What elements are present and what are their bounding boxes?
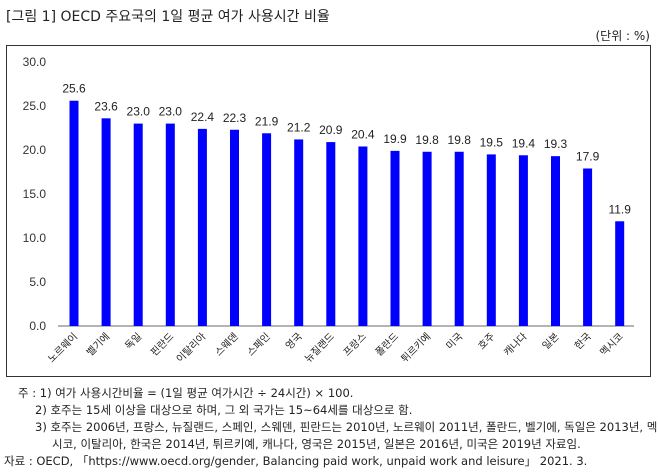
category-label: 캐나다 <box>502 331 530 359</box>
value-label: 19.8 <box>448 133 472 147</box>
category-label: 스웨덴 <box>213 331 241 359</box>
category-label: 일본 <box>540 331 562 353</box>
note-3: 3) 호주는 2006년, 프랑스, 뉴질랜드, 스페인, 스웨덴, 핀란드는 … <box>35 420 658 434</box>
bar <box>518 155 528 326</box>
value-label: 25.6 <box>62 82 86 96</box>
source: 자료 : OECD, 「https://www.oecd.org/gender,… <box>4 454 588 468</box>
value-label: 19.5 <box>480 135 504 149</box>
value-label: 22.4 <box>191 110 215 124</box>
y-tick-label: 25.0 <box>23 99 47 113</box>
bar <box>422 151 432 326</box>
notes: 주 : 1) 여가 사용시간비율 = (1일 평균 여가시간 ÷ 24시간) ×… <box>4 385 657 470</box>
bar <box>69 100 79 326</box>
y-tick-label: 20.0 <box>23 143 47 157</box>
category-label: 호주 <box>476 331 498 353</box>
value-label: 19.3 <box>544 137 568 151</box>
note-2: 2) 호주는 15세 이상을 대상으로 하며, 그 외 국가는 15~64세를 … <box>35 403 413 417</box>
value-label: 20.9 <box>319 123 343 137</box>
category-label: 폴란드 <box>373 331 401 359</box>
bars <box>69 100 625 326</box>
category-label: 영국 <box>283 331 305 353</box>
value-label: 19.8 <box>415 133 439 147</box>
category-label: 미국 <box>444 331 466 353</box>
value-label: 21.9 <box>255 114 279 128</box>
category-label: 벨기에 <box>84 331 112 359</box>
value-label: 20.4 <box>351 127 375 141</box>
bar <box>551 156 560 326</box>
bar <box>454 151 464 326</box>
category-label: 독일 <box>123 331 145 353</box>
unit-label: (단위 : %) <box>595 29 650 43</box>
category-label: 프랑스 <box>341 331 369 359</box>
bar <box>326 142 336 326</box>
y-tick-label: 5.0 <box>29 275 46 289</box>
bar <box>133 123 143 326</box>
value-label: 23.6 <box>94 99 118 113</box>
bar <box>262 133 272 326</box>
category-label: 이탈리아 <box>173 330 208 365</box>
bar <box>486 154 496 326</box>
y-axis: 0.0 5.0 10.0 15.0 20.0 25.0 30.0 <box>23 55 47 333</box>
value-label: 17.9 <box>576 149 600 163</box>
value-label: 22.3 <box>223 111 247 125</box>
y-tick-label: 15.0 <box>23 187 47 201</box>
bar <box>165 123 175 326</box>
bar <box>390 150 400 326</box>
category-label: 뉴질랜드 <box>302 331 337 366</box>
value-label: 23.0 <box>159 105 183 119</box>
value-label: 19.4 <box>512 136 536 150</box>
chart-frame <box>6 45 651 377</box>
bar <box>197 128 207 326</box>
value-label: 21.2 <box>287 120 311 134</box>
note-3-continued: 시코, 이탈리아, 한국은 2014년, 튀르키예, 캐나다, 영국은 2015… <box>52 437 581 451</box>
category-label: 한국 <box>572 331 594 353</box>
category-label: 스페인 <box>245 331 273 359</box>
bar <box>294 139 304 326</box>
y-tick-label: 0.0 <box>29 319 46 333</box>
figure-title: [그림 1] OECD 주요국의 1일 평균 여가 사용시간 비율 <box>6 9 330 25</box>
bar <box>101 118 111 326</box>
value-label: 11.9 <box>608 202 631 216</box>
note-1: 주 : 1) 여가 사용시간비율 = (1일 평균 여가시간 ÷ 24시간) ×… <box>18 386 354 400</box>
category-label: 노르웨이 <box>46 331 81 366</box>
bar <box>615 221 625 326</box>
category-label: 핀란드 <box>148 331 176 359</box>
bar <box>230 129 239 326</box>
value-label: 23.0 <box>127 105 151 119</box>
bar <box>358 146 368 326</box>
value-labels: 25.6 23.6 23.0 23.0 22.4 22.3 21.9 21.2 20.9 20.4… <box>62 82 631 217</box>
y-tick-label: 30.0 <box>23 55 47 69</box>
bar <box>583 168 593 326</box>
y-tick-label: 10.0 <box>23 231 47 245</box>
category-label: 튀르키예 <box>399 331 434 366</box>
value-label: 19.9 <box>383 132 407 146</box>
category-label: 멕시코 <box>598 331 626 359</box>
